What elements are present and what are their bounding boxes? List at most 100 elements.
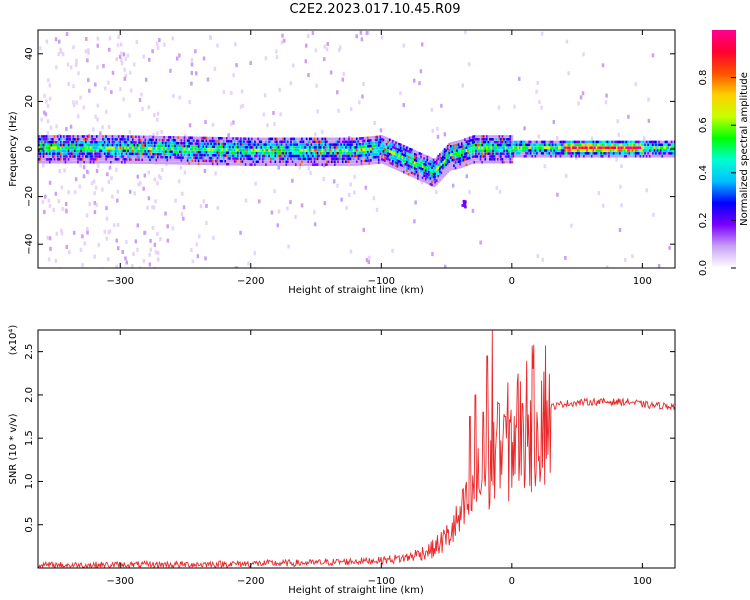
spectrogram-cell xyxy=(537,154,540,158)
spectrogram-cell xyxy=(363,145,367,148)
spectrogram-cell xyxy=(330,140,334,144)
spectrogram-cell xyxy=(479,240,482,245)
spectrogram-cell xyxy=(203,168,207,173)
spectrogram-cell xyxy=(72,135,75,138)
spectrogram-cell xyxy=(468,148,471,151)
spectrogram-cell xyxy=(645,140,648,144)
spectrogram-cell xyxy=(351,137,354,141)
spectrogram-cell xyxy=(625,152,628,155)
spectrogram-cell xyxy=(265,163,268,166)
spectrogram-cell xyxy=(89,158,92,161)
spectrogram-cell xyxy=(97,149,100,153)
spectrogram-cell xyxy=(83,146,86,150)
spectrogram-cell xyxy=(359,142,362,146)
spectrogram-cell xyxy=(72,230,76,235)
spectrogram-cell xyxy=(581,143,584,147)
spectrogram-cell xyxy=(105,143,108,147)
spectrogram-cell xyxy=(431,169,434,172)
spectrogram-cell xyxy=(301,157,304,161)
spectrogram-cell xyxy=(644,154,647,158)
spectrogram-cell xyxy=(119,87,122,92)
spectrogram-cell xyxy=(620,146,623,149)
spectrogram-cell xyxy=(169,161,172,165)
spectrogram-cell xyxy=(432,178,435,182)
spectrogram-cell xyxy=(424,172,428,175)
spectrogram-cell xyxy=(475,140,478,144)
spectrogram-cell xyxy=(42,138,45,141)
spectrogram-cell xyxy=(656,149,659,152)
spectrogram-cell xyxy=(45,135,49,138)
spectrogram-cell xyxy=(186,159,190,162)
spectrogram-cell xyxy=(438,161,442,165)
spectrogram-cell xyxy=(453,141,456,145)
spectrogram-cell xyxy=(479,152,482,155)
spectrogram-cell xyxy=(171,153,174,156)
spectrogram-cell xyxy=(117,152,121,155)
spectrogram-cell xyxy=(194,49,197,54)
spectrogram-cell xyxy=(74,140,77,144)
spectrogram-cell xyxy=(641,143,644,147)
spectrogram-cell xyxy=(215,162,218,166)
spectrogram-cell xyxy=(670,154,674,158)
spectrogram-cell xyxy=(116,246,120,251)
spectrogram-cell xyxy=(576,149,580,152)
spectrogram-cell xyxy=(276,151,279,155)
spectrogram-cell xyxy=(298,151,301,155)
spectrogram-cell xyxy=(464,149,467,153)
spectrogram-cell xyxy=(274,143,277,146)
spectrogram-cell xyxy=(100,140,103,144)
spectrogram-cell xyxy=(249,160,252,164)
spectrogram-cell xyxy=(147,105,151,110)
spectrogram-cell xyxy=(412,175,415,178)
spectrogram-cell xyxy=(307,151,310,155)
spectrogram-cell xyxy=(282,163,285,166)
spectrogram-cell xyxy=(64,158,67,161)
spectrogram-cell xyxy=(72,138,75,141)
spectrogram-cell xyxy=(465,140,468,144)
spectrogram-cell xyxy=(133,62,136,67)
spectrogram-cell xyxy=(363,136,367,140)
spectrogram-cell xyxy=(381,149,384,153)
spectrogram-cell xyxy=(507,149,511,153)
spectrogram-cell xyxy=(341,137,345,141)
spectrogram-cell xyxy=(432,184,435,187)
spectrogram-cell xyxy=(316,157,320,161)
spectrogram-cell xyxy=(133,158,136,161)
spectrogram-cell xyxy=(451,183,455,188)
spectrogram-cell xyxy=(251,140,254,144)
spectrogram-cell xyxy=(605,140,608,144)
spectrogram-cell xyxy=(398,151,401,155)
spectrogram-cell xyxy=(324,163,327,166)
spectrogram-cell xyxy=(623,146,627,149)
spectrogram-cell xyxy=(175,147,179,151)
spectrogram-cell xyxy=(465,174,469,179)
spectrogram-cell xyxy=(208,151,211,154)
spectrogram-cell xyxy=(306,34,310,39)
spectrogram-cell xyxy=(634,149,637,152)
spectrogram-cell xyxy=(584,140,587,144)
spectrogram-cell xyxy=(215,148,218,151)
spectrogram-cell xyxy=(161,141,164,145)
spectrogram-cell xyxy=(526,152,529,155)
spectrogram-cell xyxy=(152,161,155,165)
spectrogram-cell xyxy=(666,143,669,147)
spectrogram-cell xyxy=(219,142,222,146)
snr-y-multiplier: (x10⁴) xyxy=(8,325,19,356)
spectrogram-cell xyxy=(605,146,608,149)
spectrogram-cell xyxy=(314,48,318,53)
spectrogram-cell xyxy=(260,160,263,164)
spectrogram-cell xyxy=(565,143,569,147)
spectrogram-cell xyxy=(399,157,403,161)
spectrogram-cell xyxy=(366,30,370,35)
spectrogram-cell xyxy=(196,139,199,143)
spectrogram-cell xyxy=(193,162,196,165)
spectrogram-cell xyxy=(263,163,266,166)
spectrogram-cell xyxy=(600,149,603,152)
spectrogram-cell xyxy=(326,157,329,161)
spectrogram-cell xyxy=(197,162,200,165)
spectrogram-cell xyxy=(637,143,641,147)
spectrogram-cell xyxy=(290,151,293,155)
spectrogram-cell xyxy=(492,146,495,150)
spectrogram-cell xyxy=(594,149,597,152)
spectrogram-cell xyxy=(484,149,487,153)
